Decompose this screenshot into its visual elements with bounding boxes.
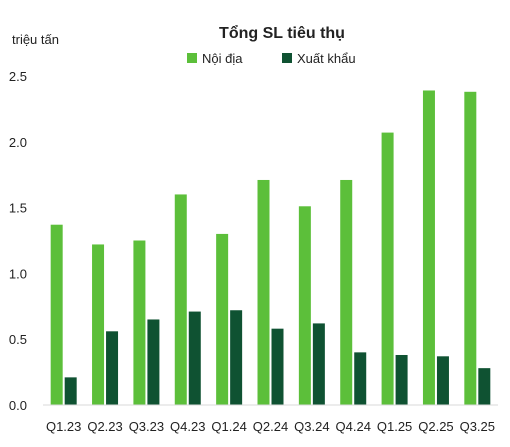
bar-export [312,323,325,405]
legend-swatch-export [282,53,292,63]
bar-domestic [92,244,105,405]
legend-label-domestic: Nội địa [202,51,243,66]
bar-domestic [422,90,435,405]
x-tick-label: Q2.24 [253,419,288,434]
x-tick-label: Q2.23 [87,419,122,434]
x-tick-label: Q1.23 [46,419,81,434]
x-axis-ticks: Q1.23 Q2.23 Q3.23 Q4.23 Q1.24 Q2.24 Q3.24 Q4.24… [46,419,495,434]
bar-export [478,368,491,405]
bar-export [188,311,201,405]
bar-domestic [50,224,63,405]
bar-domestic [340,179,353,405]
bar-domestic [257,179,270,405]
x-tick-label: Q3.23 [129,419,164,434]
bar-domestic [464,91,477,406]
y-tick-label: 2.0 [9,135,27,150]
y-axis-ticks: 0.0 0.5 1.0 1.5 2.0 2.5 [9,69,27,413]
legend-label-export: Xuất khẩu [297,51,356,66]
bar-domestic [174,194,187,405]
legend: Nội địa Xuất khẩu [187,51,356,66]
y-tick-label: 1.5 [9,201,27,216]
x-tick-label: Q1.25 [377,419,412,434]
bar-export [106,331,119,405]
x-tick-label: Q1.24 [211,419,246,434]
y-axis-label: triệu tấn [12,32,59,47]
bar-domestic [216,233,229,405]
bar-domestic [381,132,394,405]
bars [50,90,491,406]
x-tick-label: Q3.24 [294,419,329,434]
x-tick-label: Q4.23 [170,419,205,434]
bar-domestic [133,240,146,405]
chart-title: Tổng SL tiêu thụ [219,24,345,42]
bar-export [230,310,243,405]
bar-export [354,352,367,405]
y-tick-label: 1.0 [9,266,27,281]
x-tick-label: Q4.24 [336,419,371,434]
y-tick-label: 0.0 [9,398,27,413]
bar-export [64,377,77,405]
bar-export [271,328,284,405]
bar-export [395,354,408,405]
bar-export [147,319,160,405]
x-tick-label: Q2.25 [418,419,453,434]
legend-swatch-domestic [187,53,197,63]
y-tick-label: 2.5 [9,69,27,84]
x-tick-label: Q3.25 [460,419,495,434]
bar-domestic [298,206,311,405]
bar-export [436,356,449,405]
y-tick-label: 0.5 [9,332,27,347]
